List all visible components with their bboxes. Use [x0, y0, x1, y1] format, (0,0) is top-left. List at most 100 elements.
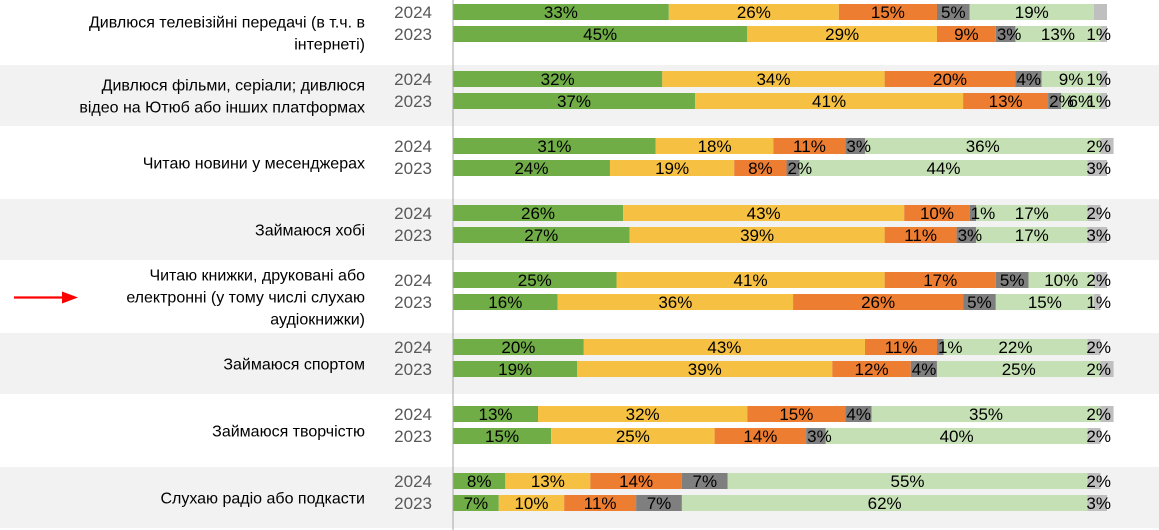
value-label: 36%: [966, 137, 1000, 156]
bar-segment-6: [1087, 495, 1107, 511]
value-label: 5%: [967, 293, 992, 312]
value-label: 6%: [1069, 92, 1094, 111]
value-label: 11%: [904, 226, 937, 245]
bar-segment-4: [969, 205, 977, 221]
bar-segment-5: [681, 495, 1088, 511]
bar-segment-4: [956, 227, 977, 243]
bar-segment-5: [943, 339, 1088, 355]
year-label: 2024: [394, 3, 432, 22]
bar-segment-1: [453, 4, 669, 20]
bar-segment-1: [453, 294, 558, 310]
bar-segment-1: [453, 473, 506, 489]
bar-segment-1: [453, 160, 610, 176]
value-label: 26%: [521, 204, 555, 223]
bar-segment-5: [995, 294, 1094, 310]
bar-segment-6: [1100, 71, 1107, 87]
bar-segment-1: [453, 272, 617, 288]
bar-segment-2: [694, 93, 964, 109]
year-label: 2023: [394, 293, 432, 312]
value-label: 45%: [583, 25, 617, 44]
bar-segment-6: [1093, 294, 1101, 310]
bar-segment-5: [865, 138, 1101, 154]
value-label: 3%: [958, 226, 983, 245]
bar-segment-6: [1100, 26, 1107, 42]
value-label: 7%: [693, 472, 718, 491]
bar-segment-3: [838, 4, 937, 20]
value-label: 25%: [616, 427, 650, 446]
value-labels: 33% 26% 15% 5% 19%45% 29% 9% 3% 13% 1%32% 34% 20% 4%…: [464, 3, 1111, 513]
value-label: 16%: [488, 293, 522, 312]
bar-segment-5: [871, 406, 1101, 422]
bar-segment-2: [662, 71, 885, 87]
value-label: 31%: [537, 137, 571, 156]
bar-segment-4: [681, 473, 728, 489]
highlight-arrow-icon: [14, 291, 78, 304]
value-label: 22%: [998, 338, 1032, 357]
value-label: 2%: [1086, 204, 1111, 223]
value-label: 8%: [467, 472, 492, 491]
bar-segment-2: [629, 227, 885, 243]
value-label: 11%: [885, 338, 918, 357]
value-label: 39%: [688, 360, 722, 379]
category-label: Читаю новини у месенджерах: [143, 156, 365, 173]
category-label: Дивлюся фільми, серіали; дивлюся відео на…: [79, 78, 365, 117]
bar-segment-6: [1100, 361, 1114, 377]
bar-segment-3: [884, 71, 1016, 87]
bar-segment-4: [936, 4, 970, 20]
bar-segment-3: [773, 138, 846, 154]
value-label: 2%: [1049, 92, 1074, 111]
value-label: 34%: [756, 70, 790, 89]
year-label: 2023: [394, 159, 432, 178]
value-label: 24%: [514, 159, 548, 178]
bar-segment-3: [865, 339, 937, 355]
value-label: 3%: [1086, 494, 1111, 513]
value-label: 1%: [971, 204, 996, 223]
value-label: 3%: [846, 137, 871, 156]
value-label: 26%: [861, 293, 895, 312]
year-label: 2023: [394, 427, 432, 446]
bar-segment-1: [453, 26, 748, 42]
value-label: 19%: [1015, 3, 1049, 22]
bar-segment-2: [609, 160, 735, 176]
category-label: Займаюся спортом: [223, 357, 365, 374]
value-label: 7%: [647, 494, 672, 513]
year-label: 2024: [394, 271, 432, 290]
year-label: 2024: [394, 338, 432, 357]
bar-segment-2: [747, 26, 937, 42]
value-label: 3%: [1086, 159, 1111, 178]
bar-segment-2: [557, 294, 794, 310]
value-label: 8%: [748, 159, 773, 178]
value-label: 5%: [1000, 271, 1025, 290]
value-label: 10%: [514, 494, 548, 513]
value-label: 13%: [1041, 25, 1075, 44]
value-label: 1%: [1086, 25, 1111, 44]
bar-segment-6: [1087, 205, 1101, 221]
value-label: 35%: [969, 405, 1003, 424]
value-label: 55%: [891, 472, 925, 491]
value-label: 15%: [779, 405, 813, 424]
value-label: 7%: [464, 494, 489, 513]
value-label: 14%: [619, 472, 653, 491]
value-label: 4%: [912, 360, 937, 379]
bar-segment-5: [799, 160, 1088, 176]
value-label: 2%: [1086, 271, 1111, 290]
category-label: Читаю книжки, друковані або електронні (у…: [126, 268, 365, 329]
bar-segment-1: [453, 93, 695, 109]
bar-segment-5: [976, 205, 1088, 221]
bar-segment-1: [453, 361, 578, 377]
value-label: 2%: [1086, 405, 1111, 424]
bar-segment-6: [1100, 406, 1114, 422]
value-label: 26%: [737, 3, 771, 22]
bar-segment-5: [1015, 26, 1101, 42]
year-label: 2023: [394, 226, 432, 245]
value-label: 43%: [747, 204, 781, 223]
value-label: 18%: [698, 137, 732, 156]
value-label: 14%: [743, 427, 777, 446]
value-label: 9%: [1059, 70, 1084, 89]
bar-segment-2: [505, 473, 591, 489]
bar-segment-4: [963, 294, 996, 310]
value-label: 25%: [1002, 360, 1036, 379]
value-label: 41%: [734, 271, 768, 290]
year-label: 2024: [394, 70, 432, 89]
value-label: 39%: [740, 226, 774, 245]
